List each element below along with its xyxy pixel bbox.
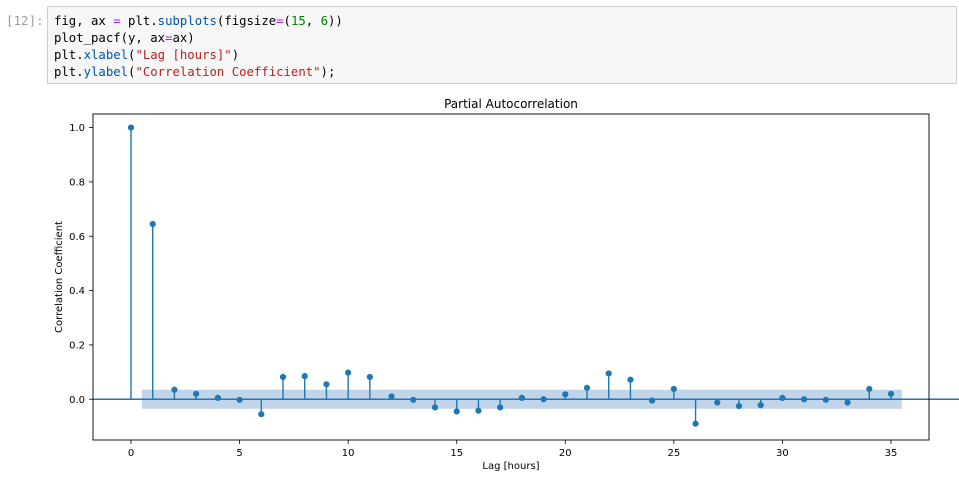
stem-marker xyxy=(714,399,721,406)
x-tick-label: 25 xyxy=(667,448,680,459)
stem-marker xyxy=(193,390,200,397)
code-line-1: fig, ax = plt.subplots(figsize=(15, 6)) xyxy=(54,14,343,28)
stem-marker xyxy=(301,373,308,380)
y-tick-label: 0.8 xyxy=(69,177,85,188)
cell-prompt: [12]: xyxy=(6,13,44,28)
stem-marker xyxy=(258,411,265,418)
notebook-cell[interactable]: [12]: fig, ax = plt.subplots(figsize=(15… xyxy=(0,0,959,90)
stem-marker xyxy=(475,407,482,414)
stem-marker xyxy=(757,402,764,409)
stem-marker xyxy=(410,396,417,403)
y-tick-label: 1.0 xyxy=(69,123,85,134)
y-tick-label: 0.6 xyxy=(69,232,85,243)
x-tick-label: 20 xyxy=(559,448,572,459)
stem-marker xyxy=(583,384,591,391)
x-tick-label: 30 xyxy=(776,448,789,459)
axes-frame xyxy=(92,113,930,441)
stem-marker xyxy=(735,402,743,410)
y-tick-label: 0.0 xyxy=(69,395,85,406)
stem-marker xyxy=(518,394,525,401)
x-tick-label: 0 xyxy=(128,448,134,459)
stem-marker xyxy=(887,390,895,397)
stem-marker xyxy=(670,385,677,393)
stem-marker xyxy=(779,394,786,401)
stem-marker xyxy=(345,369,352,376)
stem-marker xyxy=(801,396,808,403)
stem-marker xyxy=(171,386,178,393)
stem-marker xyxy=(540,396,547,403)
stem-marker xyxy=(497,404,504,411)
pacf-chart: 0 5 10 15 20 25 30 35 0.0 0.2 0.4 0.6 0.8 1.0 Partial… xyxy=(54,97,959,472)
stem-marker xyxy=(323,381,330,388)
stem-marker xyxy=(692,420,699,427)
x-axis-label: Lag [hours] xyxy=(482,461,539,472)
stem-marker xyxy=(844,399,851,406)
stem-marker xyxy=(605,370,612,377)
stem-marker xyxy=(388,393,395,400)
y-tick-label: 0.4 xyxy=(69,286,85,297)
code-editor[interactable]: fig, ax = plt.subplots(figsize=(15, 6)) … xyxy=(47,6,957,84)
stem-marker xyxy=(822,396,829,403)
stem-marker xyxy=(127,124,135,131)
stem-marker xyxy=(649,397,656,404)
stem-marker xyxy=(453,408,460,415)
code-line-2: plot_pacf(y, ax=ax) xyxy=(54,31,195,45)
stem-marker xyxy=(627,376,634,383)
code-line-3: plt.xlabel("Lag [hours]") xyxy=(54,48,240,62)
x-tick-label: 10 xyxy=(342,448,355,459)
stem-marker xyxy=(562,391,569,398)
stem-marker xyxy=(431,404,439,411)
stem-marker xyxy=(149,220,156,228)
code-line-4: plt.ylabel("Correlation Coefficient"); xyxy=(54,65,336,79)
y-axis-label: Correlation Coefficient xyxy=(54,221,65,333)
x-tick-label: 5 xyxy=(236,448,242,459)
stem-marker xyxy=(214,394,221,401)
stem-marker xyxy=(279,373,287,381)
cell-output: 0 5 10 15 20 25 30 35 0.0 0.2 0.4 0.6 0.8 1.0 Partial… xyxy=(0,90,959,485)
stem-marker xyxy=(866,385,873,393)
stem-marker xyxy=(366,373,373,381)
stem-marker xyxy=(236,396,243,403)
x-tick-label: 35 xyxy=(885,448,898,459)
chart-title: Partial Autocorrelation xyxy=(444,97,578,111)
y-tick-label: 0.2 xyxy=(69,340,85,351)
x-tick-label: 15 xyxy=(450,448,463,459)
